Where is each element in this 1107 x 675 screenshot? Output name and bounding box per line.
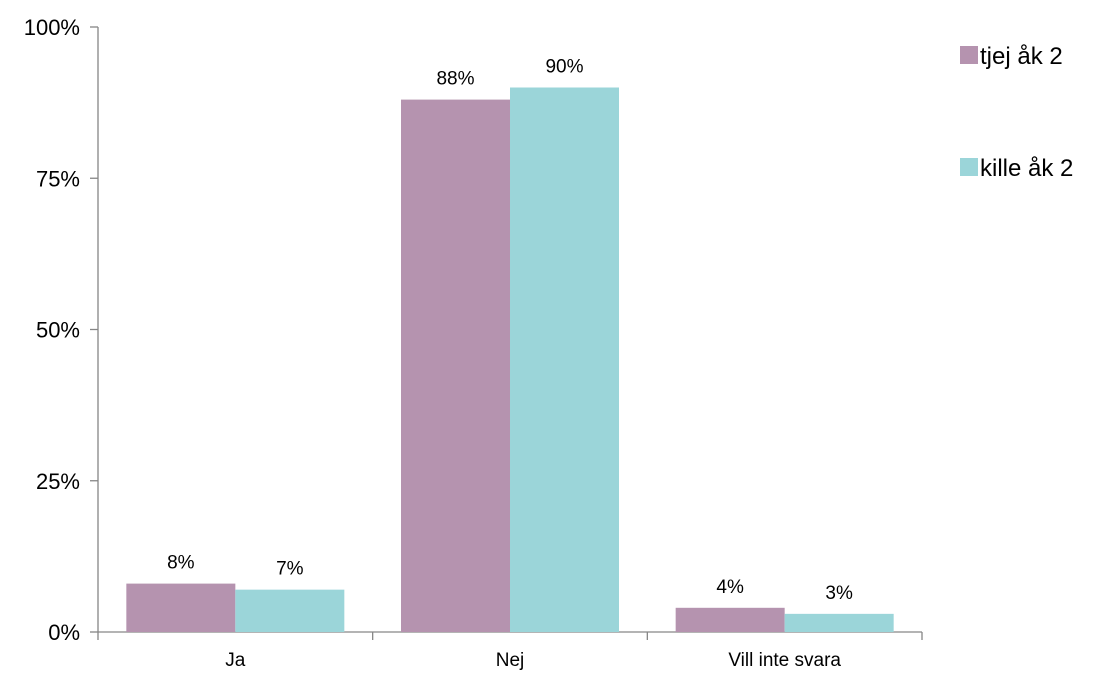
- legend-label: tjej åk 2: [980, 43, 1063, 70]
- bar: [784, 613, 894, 632]
- bar: [401, 99, 510, 633]
- data-label: 90%: [545, 57, 583, 78]
- legend-swatch: [960, 46, 978, 64]
- y-axis: 0% 25% 50% 75% 100%: [24, 15, 99, 645]
- legend-swatch: [960, 158, 978, 176]
- x-category-label: Nej: [496, 650, 525, 671]
- x-category-label: Ja: [225, 650, 246, 671]
- bar: [510, 87, 619, 632]
- y-tick-label: 100%: [24, 15, 80, 40]
- bar: [235, 589, 345, 632]
- data-label: 7%: [276, 559, 304, 580]
- x-axis: Ja Nej Vill inte svara: [97, 631, 923, 671]
- bars: 8% 88% 4% 7% 90% 3%: [126, 57, 894, 633]
- y-tick-label: 50%: [36, 318, 80, 343]
- y-tick-label: 75%: [36, 166, 80, 191]
- data-label: 88%: [436, 69, 474, 90]
- legend-label: kille åk 2: [980, 155, 1073, 182]
- bar: [675, 607, 785, 632]
- x-category-label: Vill inte svara: [728, 650, 841, 671]
- data-label: 4%: [716, 577, 744, 598]
- legend: tjej åk 2 kille åk 2: [960, 43, 1073, 182]
- y-tick-label: 25%: [36, 469, 80, 494]
- y-tick-label: 0%: [48, 620, 80, 645]
- data-label: 3%: [825, 583, 853, 604]
- bar: [126, 583, 236, 632]
- data-label: 8%: [167, 553, 195, 574]
